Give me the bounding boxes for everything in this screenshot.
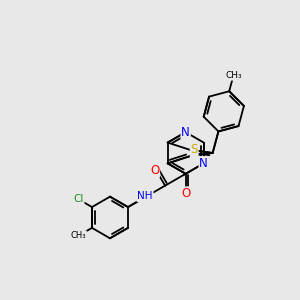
Text: CH₃: CH₃ xyxy=(225,71,242,80)
Text: N: N xyxy=(199,157,208,170)
Text: CH₃: CH₃ xyxy=(71,231,86,240)
Text: N: N xyxy=(181,126,190,139)
Text: NH: NH xyxy=(137,191,153,201)
Text: S: S xyxy=(190,143,198,156)
Text: O: O xyxy=(150,164,159,177)
Text: Cl: Cl xyxy=(74,194,84,204)
Text: O: O xyxy=(181,187,190,200)
